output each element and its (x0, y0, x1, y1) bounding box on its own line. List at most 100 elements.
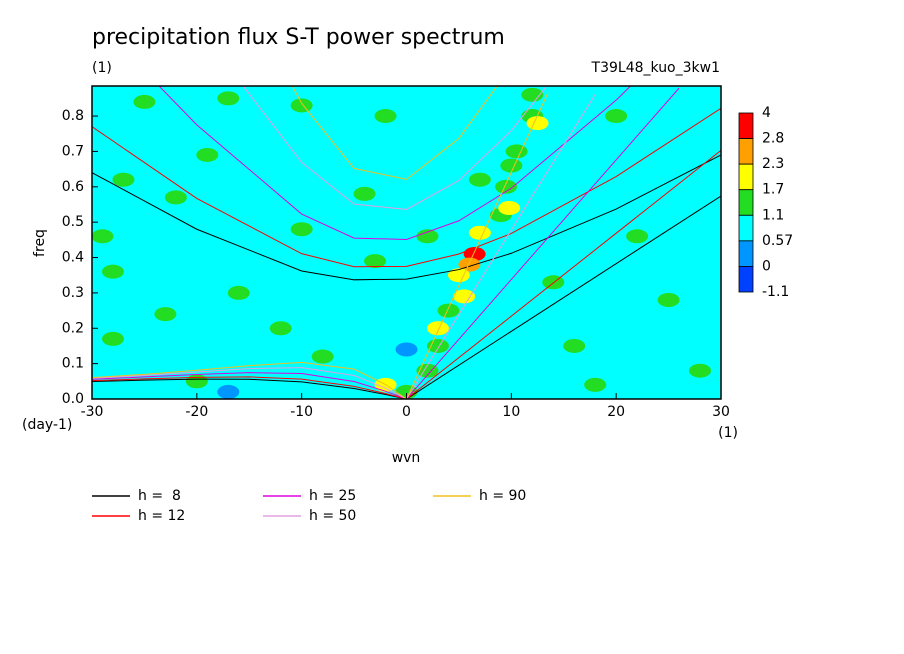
x-tick-label: 20 (607, 404, 625, 420)
colorbar-label: -1.1 (762, 284, 789, 300)
legend-label: h = 8 (138, 488, 181, 504)
contour-patch (657, 292, 680, 307)
dispersion-curve (92, 107, 721, 268)
contour-patch (626, 229, 649, 244)
contour-patch (605, 109, 628, 124)
subtitle-left: (1) (92, 60, 112, 76)
colorbar-box (738, 266, 754, 293)
colorbar-box (738, 112, 754, 139)
colorbar-box (738, 138, 754, 165)
contour-patch (101, 331, 124, 346)
colorbar-label: 1.7 (762, 182, 784, 198)
dispersion-curve (406, 149, 721, 399)
contour-patch (374, 109, 397, 124)
x-tick-label: -20 (185, 404, 208, 420)
legend-label: h = 25 (309, 488, 356, 504)
colorbar-label: 2.3 (762, 156, 784, 172)
dispersion-curve (92, 367, 407, 399)
contour-patch (500, 158, 523, 173)
contour-patch (217, 384, 240, 399)
y-tick-label: 0.3 (62, 285, 84, 301)
x-tick-label: 30 (712, 404, 730, 420)
colorbar-box (738, 240, 754, 267)
colorbar-box (738, 189, 754, 216)
contour-patch (133, 94, 156, 109)
x-axis-label: wvn (392, 450, 421, 466)
colorbar-label: 0.57 (762, 233, 793, 249)
contour-patch (290, 98, 313, 113)
plot-area (92, 86, 721, 399)
contour-patch (196, 147, 219, 162)
dispersion-curve (92, 372, 407, 399)
contour-patch (447, 268, 470, 283)
colorbar-label: 1.1 (762, 207, 784, 223)
colorbar-label: 0 (762, 258, 771, 274)
dispersion-curve (92, 378, 407, 399)
contour-patch (495, 179, 518, 194)
y-tick-label: 0.5 (62, 214, 84, 230)
dispersion-curve (406, 94, 596, 399)
contour-patch (217, 91, 240, 106)
contour-patch (395, 342, 418, 357)
contour-patch (498, 201, 521, 216)
contour-patch (426, 338, 449, 353)
chart-title: precipitation flux S-T power spectrum (92, 25, 505, 50)
legend-label: h = 12 (138, 508, 185, 524)
dispersion-curve (158, 86, 632, 240)
x-tick-label: 0 (402, 404, 411, 420)
y-axis-label: freq (32, 229, 48, 257)
dispersion-curve (92, 154, 721, 281)
dispersion-curve (291, 86, 498, 180)
contour-patch (563, 338, 586, 353)
contour-patch (453, 289, 476, 304)
contour-patch (584, 377, 607, 392)
dispersion-curve (406, 195, 721, 399)
subtitle-right: T39L48_kuo_3kw1 (591, 60, 720, 76)
dispersion-curve (406, 87, 680, 399)
y-tick-label: 0.1 (62, 356, 84, 372)
contour-patch (416, 229, 439, 244)
contour-patch (468, 225, 491, 240)
contour-patch (311, 349, 334, 364)
x-unit-left: (day-1) (22, 417, 72, 433)
y-tick-label: 0.8 (62, 108, 84, 124)
y-tick-label: 0.4 (62, 250, 84, 266)
y-tick-label: 0.6 (62, 179, 84, 195)
dispersion-curve (406, 92, 549, 399)
contour-patch (364, 254, 387, 269)
colorbar-box (738, 214, 754, 242)
x-tick-label: -10 (290, 404, 313, 420)
contour-patch (185, 374, 208, 389)
contour-patch (468, 172, 491, 187)
contour-patch (154, 307, 177, 322)
contour-patch (290, 222, 313, 237)
legend-label: h = 90 (479, 488, 526, 504)
dispersion-curve (242, 86, 548, 210)
contour-patch (437, 303, 460, 318)
contour-patch (526, 116, 549, 131)
contour-patch (353, 186, 376, 201)
contour-patch (269, 321, 292, 336)
colorbar-box (738, 163, 754, 191)
contour-patch (689, 363, 712, 378)
contour-patch (505, 144, 528, 159)
y-tick-label: 0.0 (62, 391, 84, 407)
x-unit-right: (1) (718, 425, 738, 441)
dispersion-curve (92, 376, 407, 399)
colorbar-label: 4 (762, 105, 771, 121)
contour-patch (227, 285, 250, 300)
contour-patch (101, 264, 124, 279)
contour-patch (426, 321, 449, 336)
x-tick-label: -30 (81, 404, 104, 420)
legend-label: h = 50 (309, 508, 356, 524)
dispersion-curve (92, 361, 407, 399)
contour-patch (521, 87, 544, 102)
contour-patch (164, 190, 187, 205)
y-tick-label: 0.7 (62, 143, 84, 159)
y-tick-label: 0.2 (62, 320, 84, 336)
contour-patch (92, 229, 114, 244)
colorbar-label: 2.8 (762, 131, 784, 147)
x-tick-label: 10 (502, 404, 520, 420)
contour-patch (112, 172, 135, 187)
